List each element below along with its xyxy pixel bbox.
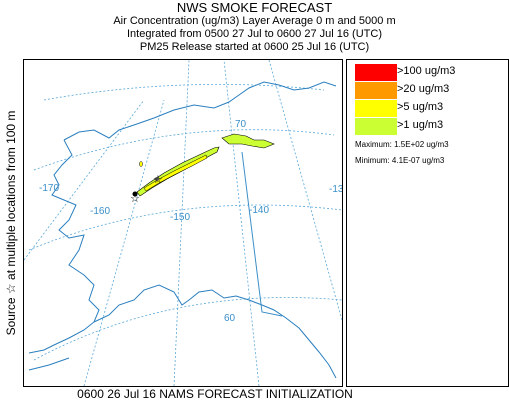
legend-label: >1 ug/m3 [397, 119, 444, 131]
plume-main-5ug [143, 154, 208, 192]
south-coast [93, 284, 337, 379]
plume-patch [139, 161, 143, 167]
integration-period: Integrated from 0500 27 Jul to 0600 27 J… [127, 28, 382, 40]
lon-line-170 [24, 99, 145, 261]
plume-source-dot [155, 177, 159, 181]
legend-swatch-green [355, 118, 397, 135]
lat-label-60: 60 [224, 313, 236, 324]
source-star-icon: ☆ [130, 192, 140, 205]
minimum-value: Minimum: 4.1E-07 ug/m3 [355, 156, 445, 165]
lon-label-140: -140 [249, 205, 269, 216]
lon-line-140 [223, 60, 260, 386]
source-side-label: Source ☆ at multiple locations from 100 … [0, 58, 22, 388]
legend-swatch-orange [355, 82, 397, 99]
west-coast [28, 139, 100, 354]
lon-label-150: -150 [170, 212, 190, 223]
release-info: PM25 Release started at 0600 25 Jul 16 (… [139, 41, 370, 53]
source-star-icon-2: ☆ [153, 173, 163, 186]
lat-line-75 [43, 83, 325, 101]
longitude-lines [24, 60, 342, 386]
lat-label-70: 70 [235, 119, 247, 130]
legend-item-100: >100 ug/m3 [355, 64, 495, 81]
legend-label: >100 ug/m3 [397, 65, 456, 77]
legend-label: >5 ug/m3 [397, 101, 444, 113]
canada-border [241, 151, 283, 317]
lon-label-130: -130 [329, 184, 342, 195]
lon-label-170: -170 [39, 183, 59, 194]
legend-swatch-yellow [355, 100, 397, 117]
lat-line-60 [33, 297, 342, 361]
map-panel: ☆ ☆ -170 -160 -150 -140 -130 70 60 [23, 59, 343, 387]
legend-label: >20 ug/m3 [397, 83, 450, 95]
lat-line-70 [33, 129, 335, 171]
lon-line-150 [173, 60, 190, 386]
lon-label-160: -160 [90, 206, 110, 217]
north-coast [63, 81, 337, 141]
legend-panel: >100 ug/m3 >20 ug/m3 >5 ug/m3 >1 ug/m3 M… [346, 59, 509, 387]
plume-core-dot [132, 191, 138, 197]
legend-item-1: >1 ug/m3 [355, 118, 495, 135]
concentration-subtitle: Air Concentration (ug/m3) Layer Average … [113, 15, 396, 27]
legend-item-20: >20 ug/m3 [355, 82, 495, 99]
source-side-text: Source ☆ at multiple locations from 100 … [4, 110, 18, 336]
aleutian-chain [28, 357, 70, 371]
plume-east-1ug [221, 133, 275, 149]
legend-swatch-red [355, 64, 397, 81]
smoke-plume [132, 133, 275, 197]
forecast-title: NWS SMOKE FORECAST [176, 0, 333, 15]
forecast-initialization: 0600 26 Jul 16 NAMS FORECAST INITIALIZAT… [77, 387, 353, 401]
maximum-value: Maximum: 1.5E+02 ug/m3 [355, 140, 449, 149]
lon-line-130 [268, 60, 342, 321]
lon-line-160 [83, 99, 165, 386]
legend-item-5: >5 ug/m3 [355, 100, 495, 117]
alaska-map: ☆ ☆ -170 -160 -150 -140 -130 70 60 [24, 60, 342, 386]
coastline [28, 81, 337, 379]
